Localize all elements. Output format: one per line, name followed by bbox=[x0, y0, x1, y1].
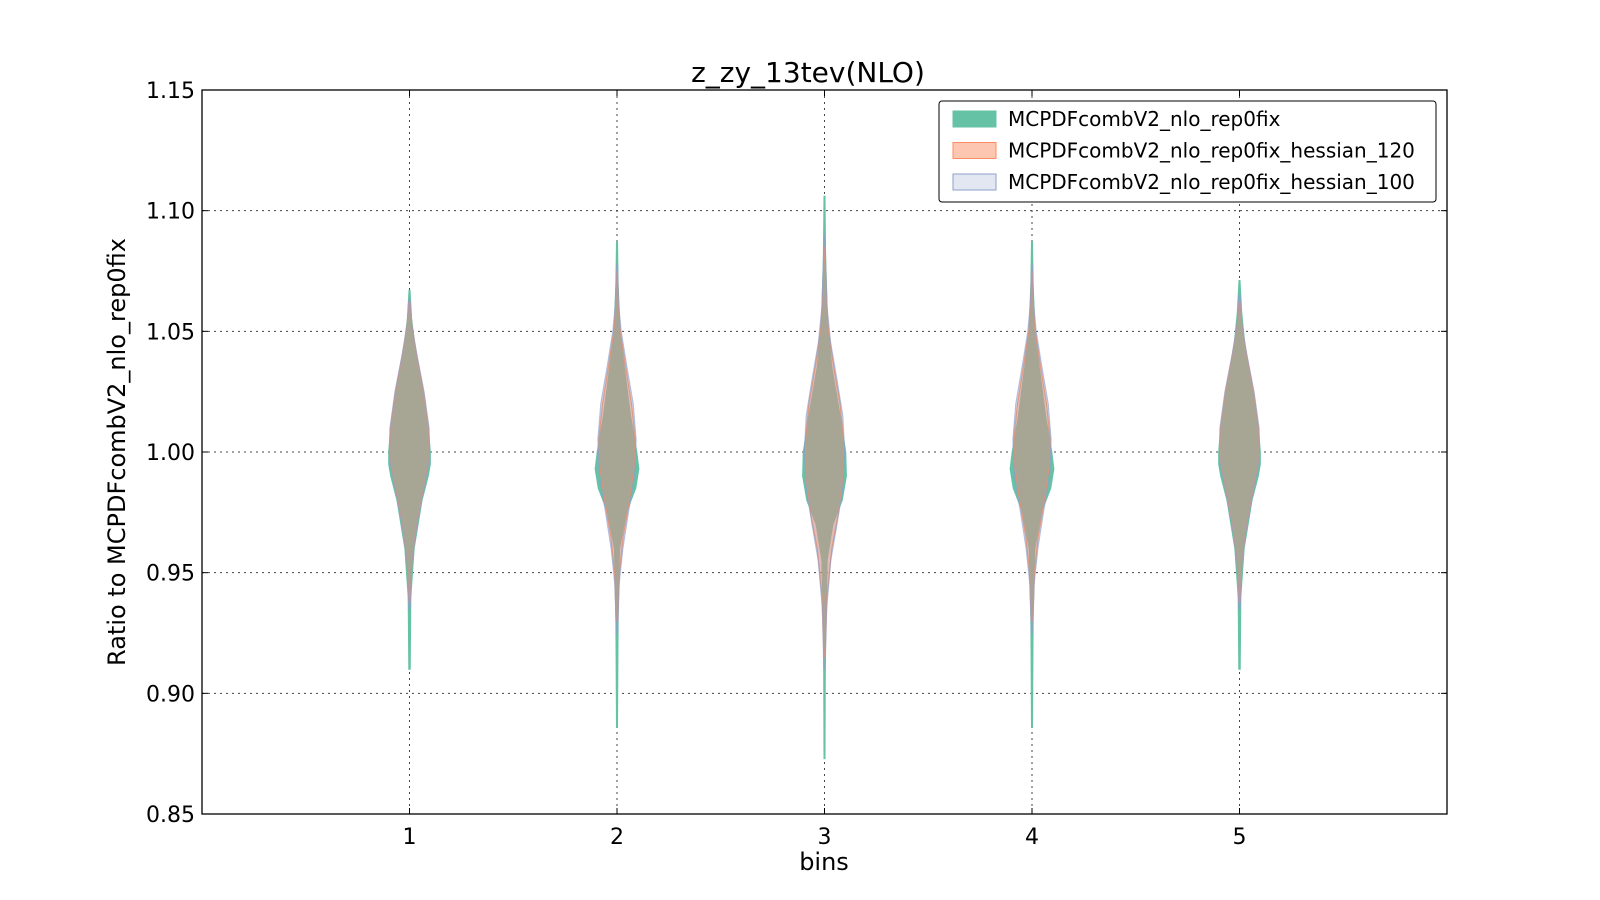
x-axis-label: bins bbox=[799, 848, 849, 876]
y-tick-label: 1.05 bbox=[146, 320, 195, 345]
y-tick-label: 1.15 bbox=[146, 79, 195, 104]
y-tick-label: 1.00 bbox=[146, 441, 195, 466]
legend-label: MCPDFcombV2_nlo_rep0fix_hessian_120 bbox=[1008, 139, 1415, 163]
x-tick-label: 3 bbox=[818, 825, 832, 850]
x-axis-ticks: 1 2 3 4 5 bbox=[403, 90, 1247, 850]
legend-swatch bbox=[952, 173, 997, 191]
violin bbox=[803, 234, 846, 670]
legend-swatch bbox=[952, 110, 997, 128]
violin bbox=[1012, 263, 1052, 634]
x-tick-label: 2 bbox=[610, 825, 624, 850]
x-tick-label: 5 bbox=[1233, 825, 1247, 850]
legend-label: MCPDFcombV2_nlo_rep0fix bbox=[1008, 107, 1281, 131]
violins bbox=[388, 195, 1261, 760]
violin bbox=[597, 263, 637, 634]
legend-swatch bbox=[952, 142, 997, 159]
x-tick-label: 4 bbox=[1025, 825, 1039, 850]
violin-series-3 bbox=[388, 234, 1261, 670]
legend-box bbox=[938, 100, 1437, 203]
legend: MCPDFcombV2_nlo_rep0fix MCPDFcombV2_nlo_r… bbox=[938, 100, 1437, 203]
y-axis-ticks: 0.85 0.90 0.95 1.00 1.05 1.10 1.15 bbox=[146, 79, 1447, 828]
y-tick-label: 0.90 bbox=[146, 682, 195, 707]
violin bbox=[388, 299, 431, 610]
y-axis-label: Ratio to MCPDFcombV2_nlo_rep0fix bbox=[103, 238, 131, 666]
legend-label: MCPDFcombV2_nlo_rep0fix_hessian_100 bbox=[1008, 170, 1415, 194]
y-tick-label: 0.95 bbox=[146, 562, 195, 587]
x-tick-label: 1 bbox=[403, 825, 417, 850]
y-tick-label: 1.10 bbox=[146, 200, 195, 225]
y-tick-label: 0.85 bbox=[146, 803, 195, 828]
chart-title: z_zy_13tev(NLO) bbox=[691, 56, 925, 89]
violin bbox=[1218, 294, 1261, 610]
